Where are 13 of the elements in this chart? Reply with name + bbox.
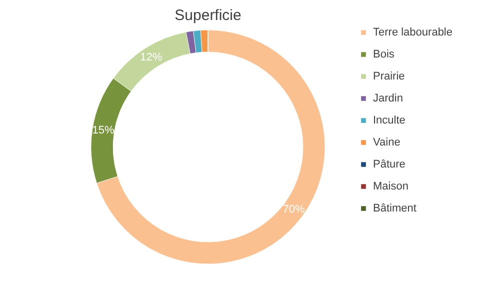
legend-label: Maison <box>373 180 408 192</box>
data-label: 15% <box>92 124 115 136</box>
legend-label: Prairie <box>373 70 405 82</box>
legend-label: Vaine <box>373 136 400 148</box>
legend-label: Inculte <box>373 114 406 126</box>
legend-label: Terre labourable <box>373 26 452 38</box>
chart-title: Superficie <box>174 7 242 24</box>
legend-label: Pâture <box>373 158 406 170</box>
legend-label: Bâtiment <box>373 202 416 214</box>
data-label: 12% <box>140 52 162 64</box>
data-label: 70% <box>282 203 305 216</box>
legend-label: Jardin <box>373 92 403 104</box>
legend-label: Bois <box>373 48 395 60</box>
